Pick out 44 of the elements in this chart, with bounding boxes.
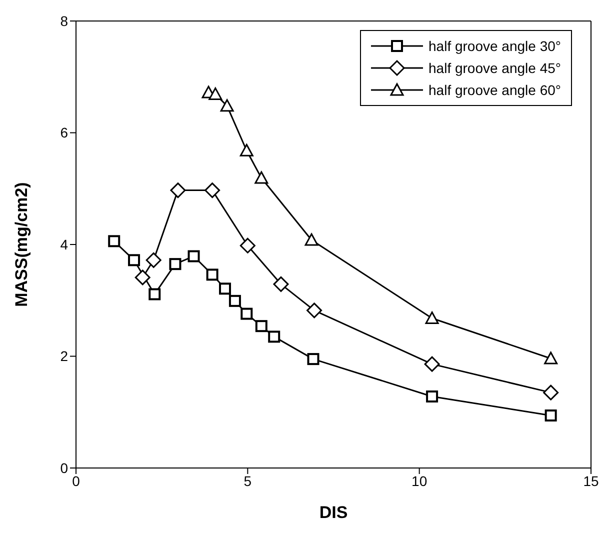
x-tick-label: 10 [412, 472, 428, 489]
point [426, 390, 438, 402]
x-axis-title: DIS [319, 503, 348, 522]
point [128, 254, 140, 266]
y-tick-label: 4 [60, 236, 68, 252]
point [544, 352, 558, 364]
y-tick-label: 6 [60, 124, 68, 141]
point [148, 288, 161, 300]
point [228, 294, 241, 307]
legend-label: half groove angle 45° [428, 60, 561, 76]
y-axis-title: MASS(mg/cm2) [12, 182, 32, 307]
point [306, 302, 322, 318]
point [254, 171, 268, 184]
point [240, 308, 253, 320]
legend-label: half groove angle 60° [428, 82, 561, 98]
point [208, 87, 222, 100]
point [255, 320, 268, 332]
point [304, 233, 318, 246]
point [170, 182, 186, 198]
point [268, 330, 280, 343]
point [273, 276, 289, 292]
point [188, 250, 200, 262]
point [307, 353, 320, 366]
y-tick-label: 2 [60, 348, 68, 364]
x-tick-label: 0 [72, 472, 80, 489]
point [544, 409, 557, 422]
point [169, 258, 182, 270]
point [206, 268, 218, 281]
point [108, 235, 120, 248]
point [425, 312, 439, 324]
point [220, 99, 234, 112]
point [146, 252, 162, 268]
point [134, 270, 150, 286]
point [204, 182, 220, 198]
legend-label: half groove angle 30° [428, 38, 561, 54]
y-tick-label: 8 [60, 12, 68, 29]
point [424, 356, 440, 372]
x-tick-label: 15 [583, 472, 599, 489]
point [219, 282, 232, 295]
point [240, 238, 256, 254]
x-tick-label: 5 [244, 472, 252, 489]
point [240, 144, 254, 156]
point [543, 384, 559, 400]
y-tick-label: 0 [60, 460, 68, 476]
